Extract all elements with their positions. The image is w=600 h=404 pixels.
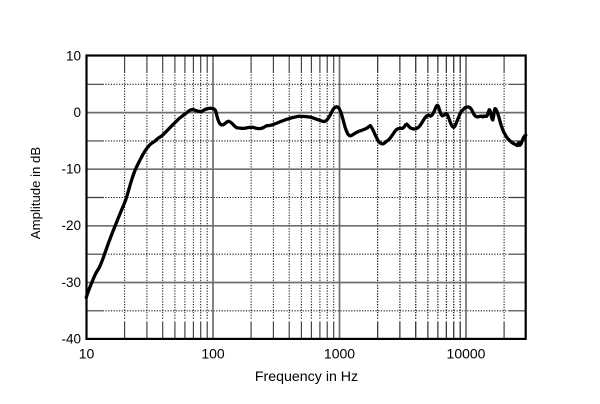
svg-text:1000: 1000 [324,345,355,361]
svg-text:-10: -10 [61,162,81,177]
svg-text:-20: -20 [61,218,81,233]
svg-text:-40: -40 [61,331,81,346]
svg-text:Frequency in Hz: Frequency in Hz [255,369,358,385]
svg-text:10: 10 [66,48,81,63]
svg-text:10: 10 [79,345,95,361]
svg-text:10000: 10000 [447,345,486,361]
svg-text:0: 0 [73,105,81,120]
svg-text:-30: -30 [61,275,81,290]
svg-text:100: 100 [201,345,225,361]
svg-text:Amplitude in dB: Amplitude in dB [28,147,43,240]
